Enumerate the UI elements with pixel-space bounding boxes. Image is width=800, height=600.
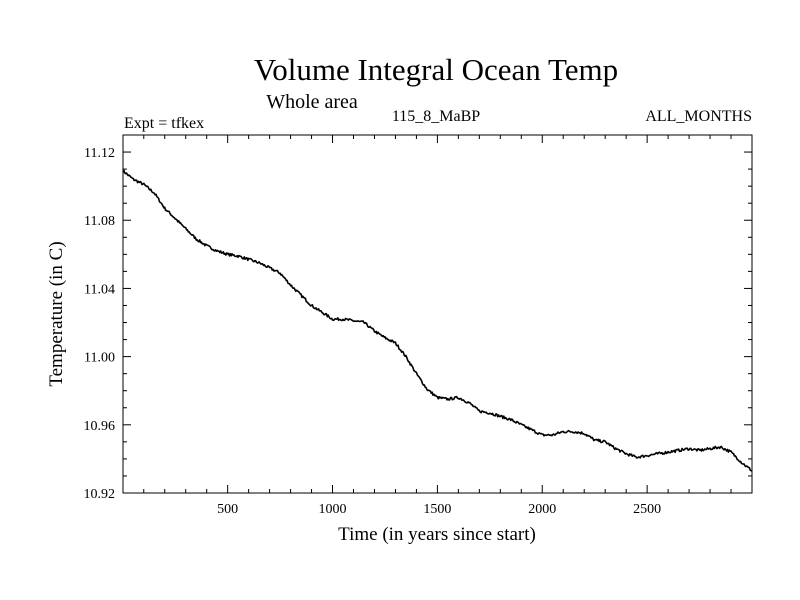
run-label: 115_8_MaBP bbox=[392, 108, 480, 125]
y-tick-label: 10.92 bbox=[84, 487, 116, 502]
y-tick-label: 11.12 bbox=[84, 146, 115, 161]
chart-title: Volume Integral Ocean Temp bbox=[254, 52, 618, 87]
tick-marks bbox=[123, 134, 752, 494]
x-tick-label: 2500 bbox=[633, 502, 661, 517]
y-tick-label: 11.04 bbox=[84, 282, 115, 297]
chart-subtitle: Whole area bbox=[266, 91, 358, 113]
x-tick-labels: 500 1000 1500 2000 2500 bbox=[217, 502, 661, 517]
y-axis-label: Temperature (in C) bbox=[46, 241, 67, 386]
y-tick-label: 10.96 bbox=[84, 419, 116, 434]
y-tick-labels: 10.92 10.96 11.00 11.04 11.08 11.12 bbox=[84, 146, 116, 502]
x-tick-label: 1500 bbox=[423, 502, 451, 517]
period-label: ALL_MONTHS bbox=[645, 108, 752, 125]
temperature-series-line bbox=[122, 169, 753, 472]
x-axis-label: Time (in years since start) bbox=[338, 524, 536, 545]
y-tick-label: 11.00 bbox=[84, 351, 115, 366]
y-tick-label: 11.08 bbox=[84, 214, 115, 229]
plot-frame bbox=[122, 134, 753, 494]
x-tick-label: 1000 bbox=[319, 502, 347, 517]
x-tick-label: 500 bbox=[217, 502, 238, 517]
x-tick-label: 2000 bbox=[528, 502, 556, 517]
expt-label: Expt = tfkex bbox=[124, 115, 204, 132]
